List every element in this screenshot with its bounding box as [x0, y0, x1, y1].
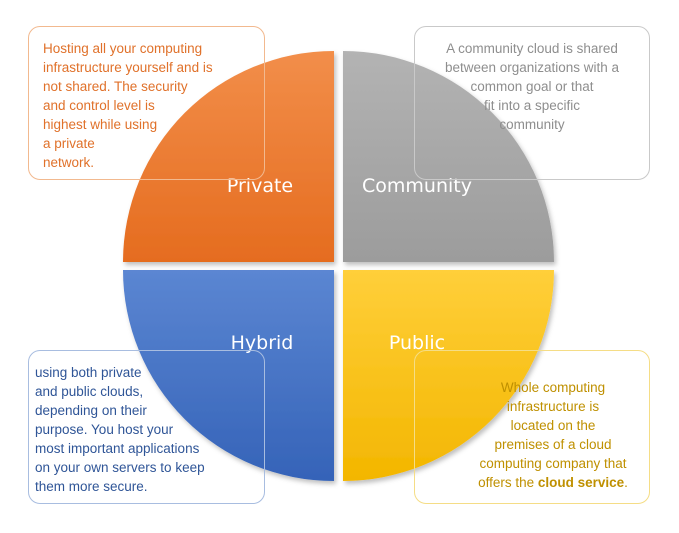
public-label: Public — [389, 332, 445, 354]
community-label: Community — [362, 175, 472, 197]
community-description-box: A community cloud is shared between orga… — [414, 26, 650, 180]
private-label: Private — [227, 175, 293, 197]
hybrid-description: using both private and public clouds, de… — [35, 365, 205, 494]
public-description-text: Whole computing infrastructure is locate… — [478, 380, 627, 490]
community-quadrant — [343, 51, 554, 262]
cloud-service-highlight: cloud service — [537, 475, 625, 490]
hybrid-description-box: using both private and public clouds, de… — [28, 350, 265, 504]
public-description: Whole computing infrastructure is locate… — [465, 378, 641, 492]
hybrid-label: Hybrid — [231, 332, 294, 354]
public-description-box: Whole computing infrastructure is locate… — [414, 350, 650, 504]
public-description-end: . — [624, 475, 628, 490]
hybrid-quadrant — [123, 270, 334, 481]
private-description: Hosting all your computing infrastructur… — [43, 41, 213, 170]
private-quadrant — [123, 51, 334, 262]
community-description: A community cloud is shared between orga… — [444, 41, 620, 132]
private-description-box: Hosting all your computing infrastructur… — [28, 26, 265, 180]
public-quadrant — [343, 270, 554, 481]
